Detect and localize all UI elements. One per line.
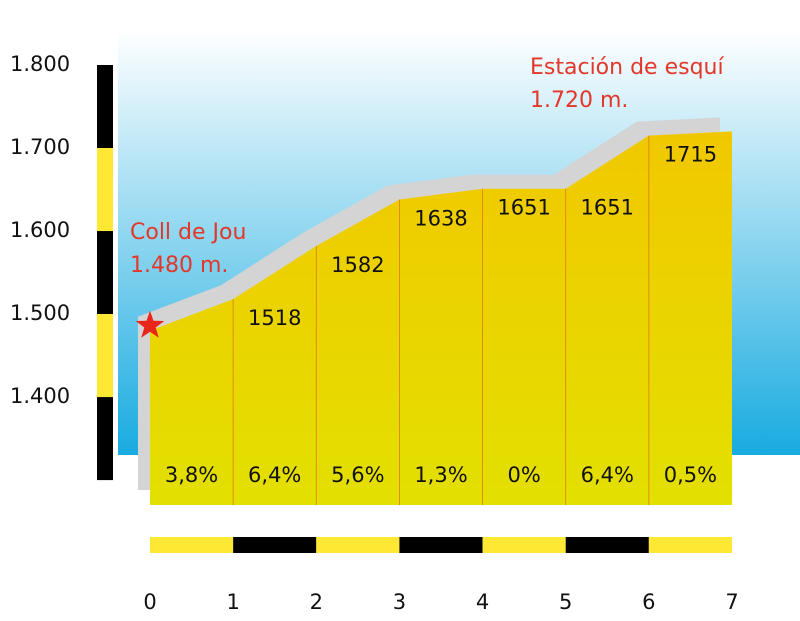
elevation-label: 1651 xyxy=(581,196,634,220)
x-tick-label: 6 xyxy=(642,590,655,614)
x-tick-label: 4 xyxy=(476,590,489,614)
elevation-label: 1651 xyxy=(497,196,550,220)
y-tick-label: 1.400 xyxy=(10,384,70,408)
axis-bar-segment xyxy=(97,397,113,481)
km-bar-segment xyxy=(482,537,566,553)
gradient-label: 1,3% xyxy=(414,463,467,487)
y-tick-label: 1.800 xyxy=(10,52,70,76)
annotation-elevation: 1.480 m. xyxy=(130,253,228,278)
elevation-area xyxy=(150,131,732,505)
gradient-label: 6,4% xyxy=(248,463,301,487)
elevation-label: 1715 xyxy=(664,143,717,167)
x-tick-label: 1 xyxy=(226,590,239,614)
km-bar-segment xyxy=(648,537,732,553)
axis-bar-segment xyxy=(97,148,113,232)
y-tick-label: 1.500 xyxy=(10,301,70,325)
gradient-label: 0,5% xyxy=(664,463,717,487)
km-bar-segment xyxy=(399,537,483,553)
km-bar-segment xyxy=(150,537,234,553)
km-bar-segment xyxy=(233,537,317,553)
elevation-label: 1638 xyxy=(414,206,467,230)
annotation-name: Coll de Jou xyxy=(130,220,246,245)
x-tick-label: 5 xyxy=(559,590,572,614)
start-star xyxy=(135,310,165,338)
x-tick-label: 3 xyxy=(393,590,406,614)
x-tick-label: 2 xyxy=(310,590,323,614)
km-bar-segment xyxy=(565,537,649,553)
km-bar-segment xyxy=(316,537,400,553)
annotation-name: Estación de esquí xyxy=(530,55,724,80)
elevation-label: 1518 xyxy=(248,306,301,330)
elevation-label: 1582 xyxy=(331,253,384,277)
axis-bar-segment xyxy=(97,65,113,149)
gradient-label: 0% xyxy=(507,463,540,487)
y-tick-label: 1.700 xyxy=(10,135,70,159)
y-tick-label: 1.600 xyxy=(10,218,70,242)
gradient-label: 3,8% xyxy=(165,463,218,487)
x-tick-label: 7 xyxy=(725,590,738,614)
gradient-label: 5,6% xyxy=(331,463,384,487)
x-tick-label: 0 xyxy=(143,590,156,614)
axis-bar-segment xyxy=(97,231,113,315)
axis-bar-segment xyxy=(97,314,113,398)
annotation-elevation: 1.720 m. xyxy=(530,88,628,113)
gradient-label: 6,4% xyxy=(581,463,634,487)
